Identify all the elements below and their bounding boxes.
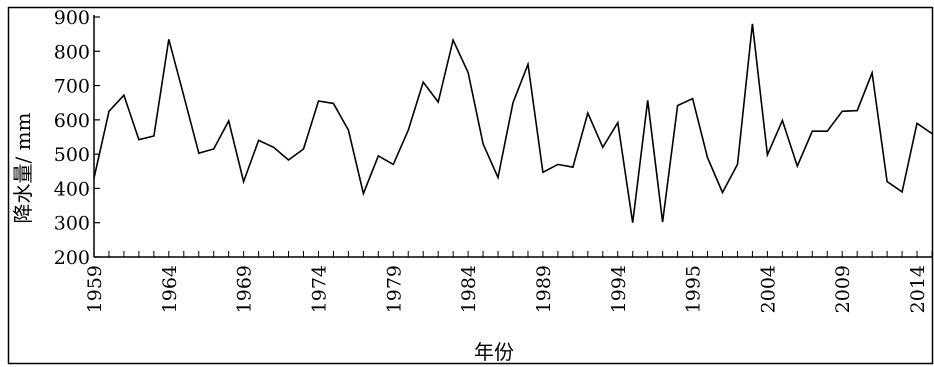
axes <box>93 15 932 258</box>
x-tick-label: 2009 <box>832 265 854 313</box>
chart-frame <box>7 6 934 365</box>
y-tick-label: 200 <box>54 247 90 269</box>
y-tick-label: 300 <box>54 213 90 235</box>
y-tick-label: 800 <box>54 41 90 63</box>
x-tick-label: 1989 <box>533 265 555 313</box>
y-ticks: 200 300 400 500 600 700 800 900 <box>54 7 100 269</box>
x-tick-label: 1959 <box>84 265 106 313</box>
x-tick-label: 1964 <box>159 265 181 313</box>
x-ticks: 1959 1964 1969 1974 1979 1984 1989 1994 1995 2004… <box>84 251 933 313</box>
series-line <box>93 23 933 223</box>
y-tick-label: 500 <box>54 144 90 166</box>
x-tick-label: 1995 <box>683 265 705 313</box>
y-axis-title: 降水量/ mm <box>11 112 35 223</box>
x-tick-label: 1969 <box>234 265 256 313</box>
y-tick-label: 600 <box>54 110 90 132</box>
x-tick-label: 2004 <box>757 265 779 313</box>
x-tick-label: 1994 <box>608 265 630 313</box>
x-tick-label: 1974 <box>308 265 330 313</box>
y-tick-label: 400 <box>54 178 90 200</box>
x-tick-label: 1979 <box>383 265 405 313</box>
y-tick-label: 900 <box>54 7 90 29</box>
x-axis-title: 年份 <box>474 340 514 364</box>
y-tick-label: 700 <box>54 76 90 98</box>
x-tick-label: 1984 <box>458 265 480 313</box>
x-tick-label: 2014 <box>907 265 929 313</box>
